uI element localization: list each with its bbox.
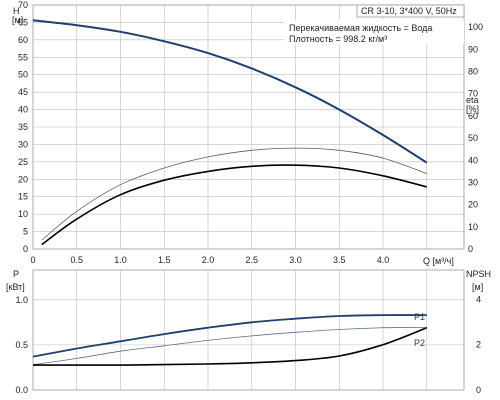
bottom-y-right-tick-label: 2 (476, 340, 481, 350)
top-y-left-tick-label: 10 (18, 209, 28, 219)
efficiency-curve-bold (41, 164, 428, 246)
top-y-left-tick-label: 55 (18, 52, 28, 62)
top-x-tick-label: 3.0 (289, 255, 302, 265)
top-chart-frame (32, 4, 465, 250)
top-y-left-tick-label: 0 (23, 244, 28, 254)
top-y-left-tick-label: 15 (18, 192, 28, 202)
top-y-left-tick-label: 45 (18, 87, 28, 97)
top-y-right-tick-label: 80 (468, 67, 478, 77)
bottom-y-left-tick-label: 0.5 (15, 340, 28, 350)
top-y-left-tick-label: 30 (18, 139, 28, 149)
top-x-tick-label: 4.0 (377, 255, 390, 265)
top-x-tick-labels: 0 0.5 1.0 1.5 2.0 2.5 3.0 3.5 4.0 (30, 255, 389, 265)
power-p2-curve (32, 327, 427, 366)
bottom-chart-frame (32, 269, 465, 391)
top-y-right-tick-labels: 0 10 20 30 40 50 60 70 80 90 100 (468, 22, 483, 254)
top-y-right-unit: [%] (466, 104, 479, 114)
npsh-curve (32, 326, 428, 366)
top-y-right-tick-label: 20 (468, 200, 478, 210)
title-box (356, 4, 465, 18)
bottom-chart-grid (33, 270, 464, 390)
top-y-left-tick-label: 35 (18, 122, 28, 132)
p1-label: P1 (414, 312, 425, 322)
p2-label: P2 (414, 338, 425, 348)
bottom-y-right-name: NPSH (466, 269, 491, 279)
top-y-left-tick-label: 5 (23, 227, 28, 237)
top-y-right-tick-label: 50 (468, 133, 478, 143)
top-chart-grid (33, 4, 464, 249)
top-y-left-unit: [м] (12, 15, 23, 25)
top-y-right-tick-label: 10 (468, 222, 478, 232)
top-y-right-tick-label: 100 (468, 22, 483, 32)
top-x-tick-label: 0 (30, 255, 35, 265)
bottom-y-right-tick-labels: 0 2 4 (476, 294, 481, 395)
top-y-left-tick-labels: 0 5 10 15 20 25 30 35 40 45 50 55 60 65 70 (18, 0, 28, 254)
bottom-y-left-tick-labels: 0.0 0.5 1.0 (15, 295, 28, 395)
top-y-left-tick-label: 65 (18, 17, 28, 27)
top-chart-series (32, 19, 428, 246)
bottom-y-right-tick-label: 0 (476, 385, 481, 395)
chart-title: CR 3-10, 3*400 V, 50Hz (361, 6, 457, 16)
density-label: Плотность = 998.2 кг/м³ (289, 34, 387, 44)
top-y-right-tick-label: 90 (468, 44, 478, 54)
bottom-y-left-tick-label: 0.0 (15, 385, 28, 395)
bottom-chart-series (32, 314, 428, 366)
bottom-y-left-tick-label: 1.0 (15, 295, 28, 305)
top-x-axis-label: Q [м³/ч] (423, 256, 454, 266)
top-x-tick-label: 1.5 (158, 255, 171, 265)
top-y-left-tick-label: 40 (18, 105, 28, 115)
top-y-right-tick-label: 30 (468, 177, 478, 187)
top-y-right-tick-label: 0 (468, 244, 473, 254)
bottom-y-left-unit: [кВт] (6, 282, 25, 292)
top-y-right-tick-label: 70 (468, 89, 478, 99)
top-y-right-tick-label: 60 (468, 111, 478, 121)
top-y-left-name: H (13, 6, 20, 16)
top-y-left-tick-label: 25 (18, 157, 28, 167)
top-x-tick-label: 1.0 (114, 255, 127, 265)
efficiency-curve-thin (41, 147, 427, 241)
top-y-left-tick-label: 60 (18, 35, 28, 45)
top-y-left-tick-label: 70 (18, 0, 28, 10)
fluid-info-box (284, 20, 464, 44)
liquid-label: Перекачиваемая жидкость = Вода (289, 23, 432, 33)
top-y-right-name: eta (466, 95, 479, 105)
top-x-tick-label: 0.5 (70, 255, 83, 265)
bottom-y-left-name: P (13, 269, 19, 279)
bottom-y-right-unit: [м] (472, 282, 483, 292)
top-x-tick-label: 2.0 (202, 255, 215, 265)
top-x-tick-label: 3.5 (333, 255, 346, 265)
head-curve (32, 19, 428, 164)
bottom-y-right-tick-label: 4 (476, 294, 481, 304)
top-y-left-tick-label: 20 (18, 174, 28, 184)
power-p1-curve (32, 314, 427, 358)
top-y-left-tick-label: 50 (18, 70, 28, 80)
top-x-tick-label: 2.5 (245, 255, 258, 265)
top-y-right-tick-label: 40 (468, 155, 478, 165)
